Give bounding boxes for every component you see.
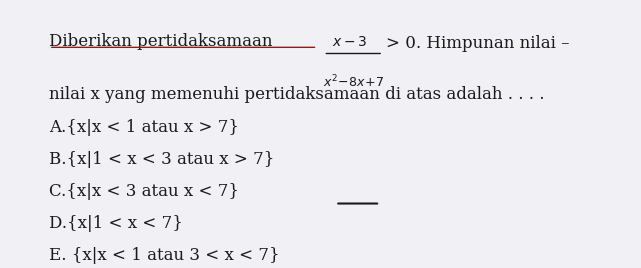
Text: Diberikan pertidaksamaan: Diberikan pertidaksamaan <box>49 33 272 50</box>
Text: D.{x|1 < x < 7}: D.{x|1 < x < 7} <box>49 215 183 232</box>
Text: nilai x yang memenuhi pertidaksamaan di atas adalah . . . .: nilai x yang memenuhi pertidaksamaan di … <box>49 86 544 103</box>
Text: C.{x|x < 3 atau x < 7}: C.{x|x < 3 atau x < 7} <box>49 183 239 200</box>
Text: $x-3$: $x-3$ <box>332 35 368 49</box>
Text: A.{x|x < 1 atau x > 7}: A.{x|x < 1 atau x > 7} <box>49 119 239 136</box>
Text: E. {x|x < 1 atau 3 < x < 7}: E. {x|x < 1 atau 3 < x < 7} <box>49 247 279 264</box>
Text: B.{x|1 < x < 3 atau x > 7}: B.{x|1 < x < 3 atau x > 7} <box>49 151 274 168</box>
Text: $x^2\!-\!8x\!+\!7$: $x^2\!-\!8x\!+\!7$ <box>324 74 385 91</box>
Text: > 0. Himpunan nilai –: > 0. Himpunan nilai – <box>386 35 570 52</box>
